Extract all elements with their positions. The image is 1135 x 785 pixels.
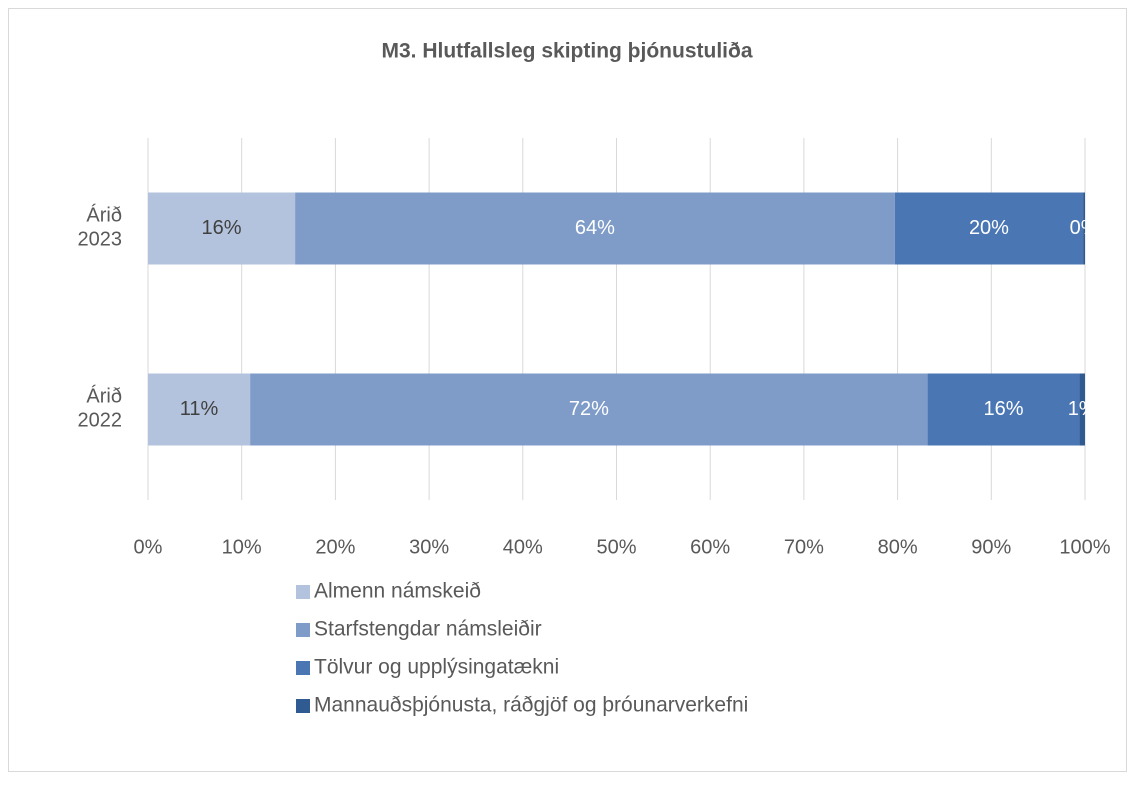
- x-tick-label: 50%: [596, 536, 636, 558]
- data-label: 16%: [983, 398, 1023, 420]
- data-label: 11%: [180, 398, 219, 420]
- data-label: 64%: [575, 217, 615, 239]
- legend-label: Starfstengdar námsleiðir: [314, 618, 542, 641]
- bar: [148, 192, 296, 265]
- x-tick-label: 90%: [971, 536, 1011, 558]
- x-tick-label: 60%: [690, 536, 730, 558]
- x-tick-label: 0%: [134, 536, 163, 558]
- data-label: 72%: [569, 398, 609, 420]
- data-label: 1%: [1068, 398, 1097, 420]
- y-tick-label: Árið 2022: [78, 385, 123, 432]
- bar: [894, 192, 1084, 265]
- x-tick-label: 10%: [222, 536, 262, 558]
- data-label: 20%: [969, 217, 1009, 239]
- x-tick-label: 30%: [409, 536, 449, 558]
- chart-title: M3. Hlutfallsleg skipting þjónustuliða: [381, 40, 752, 63]
- data-label: 0%: [1070, 217, 1099, 239]
- x-tick-label: 80%: [878, 536, 918, 558]
- x-tick-label: 20%: [315, 536, 355, 558]
- x-tick-label: 100%: [1059, 536, 1110, 558]
- bar: [927, 373, 1080, 446]
- data-label: 16%: [202, 217, 242, 239]
- bar: [295, 192, 895, 265]
- y-tick-label: Árið 2023: [78, 204, 123, 251]
- legend-swatch: [296, 623, 310, 637]
- bar: [148, 373, 251, 446]
- legend-swatch: [296, 585, 310, 599]
- legend-swatch: [296, 699, 310, 713]
- legend-label: Almenn námskeið: [314, 580, 481, 603]
- bar: [250, 373, 928, 446]
- bar: [1079, 373, 1085, 446]
- legend-label: Tölvur og upplýsingatækni: [314, 656, 559, 679]
- x-tick-label: 70%: [784, 536, 824, 558]
- legend-swatch: [296, 661, 310, 675]
- bars: 16% 64% 20% 0% 11% 72% 16% 1%: [148, 192, 1099, 446]
- x-tick-label: 40%: [503, 536, 543, 558]
- legend-label: Mannauðsþjónusta, ráðgjöf og þróunarverk…: [314, 694, 748, 717]
- bar: [1083, 192, 1085, 265]
